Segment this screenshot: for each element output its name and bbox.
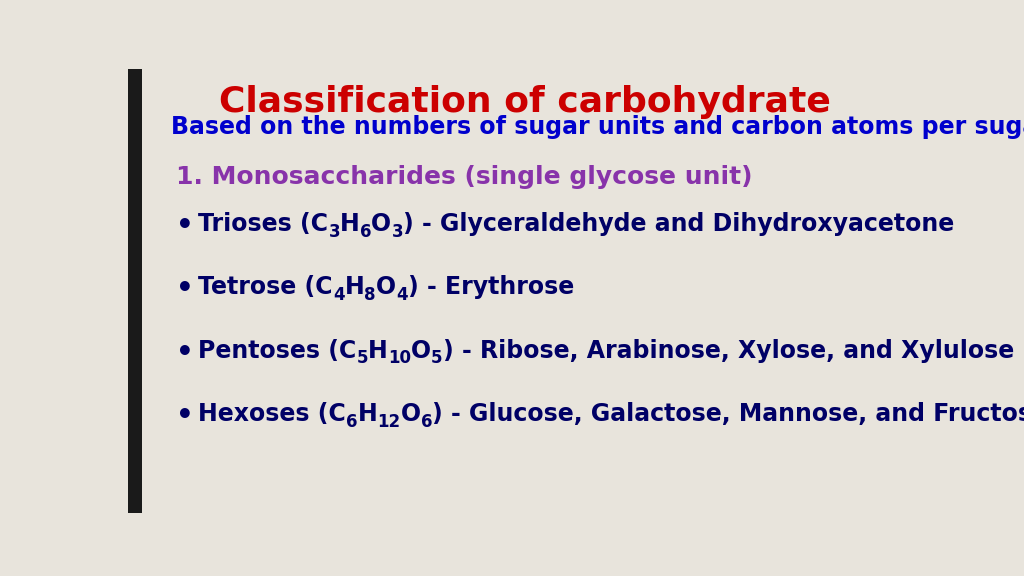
- Bar: [128, 69, 142, 513]
- Text: •: •: [176, 275, 194, 304]
- Text: Tetrose (C: Tetrose (C: [199, 275, 333, 300]
- Text: H: H: [340, 213, 359, 236]
- Text: O: O: [376, 275, 396, 300]
- Text: Based on the numbers of sugar units and carbon atoms per sugar unit: Based on the numbers of sugar units and …: [171, 115, 1024, 139]
- Text: O: O: [411, 339, 431, 363]
- Text: 5: 5: [431, 350, 442, 367]
- Text: 6: 6: [359, 223, 372, 241]
- Text: O: O: [372, 213, 391, 236]
- Text: 4: 4: [333, 286, 344, 304]
- Text: ) - Ribose, Arabinose, Xylose, and Xylulose: ) - Ribose, Arabinose, Xylose, and Xylul…: [442, 339, 1014, 363]
- Text: 8: 8: [365, 286, 376, 304]
- Text: H: H: [369, 339, 388, 363]
- Text: •: •: [176, 339, 194, 366]
- Text: •: •: [176, 402, 194, 430]
- Text: O: O: [400, 402, 421, 426]
- Text: 6: 6: [421, 412, 432, 430]
- Text: Pentoses (C: Pentoses (C: [199, 339, 356, 363]
- Text: •: •: [176, 213, 194, 240]
- Text: 3: 3: [391, 223, 403, 241]
- Text: 5: 5: [356, 350, 369, 367]
- Text: 6: 6: [346, 412, 357, 430]
- Text: 10: 10: [388, 350, 411, 367]
- Text: 12: 12: [378, 412, 400, 430]
- Text: 3: 3: [329, 223, 340, 241]
- Text: 1. Monosaccharides (single glycose unit): 1. Monosaccharides (single glycose unit): [176, 165, 753, 188]
- Text: Trioses (C: Trioses (C: [199, 213, 329, 236]
- Text: H: H: [344, 275, 365, 300]
- Text: Classification of carbohydrate: Classification of carbohydrate: [219, 85, 830, 119]
- Text: ) - Erythrose: ) - Erythrose: [408, 275, 573, 300]
- Text: ) - Glyceraldehyde and Dihydroxyacetone: ) - Glyceraldehyde and Dihydroxyacetone: [403, 213, 954, 236]
- Text: Hexoses (C: Hexoses (C: [199, 402, 346, 426]
- Text: 4: 4: [396, 286, 408, 304]
- Text: ) - Glucose, Galactose, Mannose, and Fructose: ) - Glucose, Galactose, Mannose, and Fru…: [432, 402, 1024, 426]
- Text: H: H: [357, 402, 378, 426]
